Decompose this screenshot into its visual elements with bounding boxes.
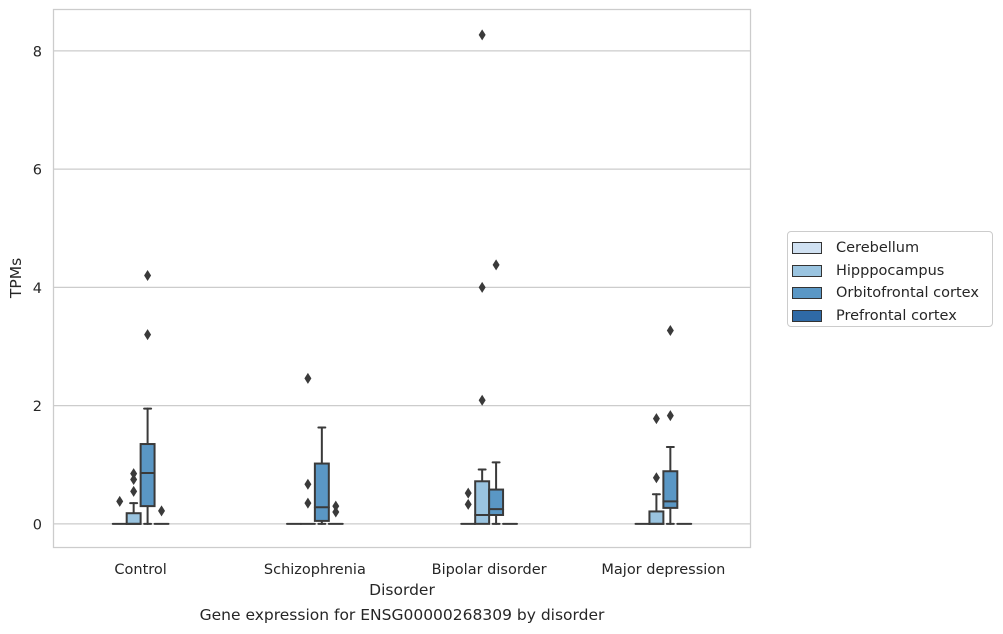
legend-item-prefrontal-cortex: Prefrontal cortex: [792, 305, 992, 328]
legend: Cerebellum Hipppocampus Orbitofrontal co…: [787, 231, 993, 327]
y-tick-label-8: 8: [33, 44, 42, 60]
legend-label-orbitofrontal-cortex: Orbitofrontal cortex: [836, 285, 979, 302]
box-hipppocampus-schizophrenia: [299, 372, 316, 525]
series-prefrontal-cortex: [153, 500, 693, 525]
x-tick-label-schizophrenia: Schizophrenia: [264, 562, 366, 578]
plot-frame: [52, 8, 752, 549]
legend-label-prefrontal-cortex: Prefrontal cortex: [836, 307, 957, 324]
box-cerebellum-bipolar-disorder: [460, 487, 477, 525]
series-cerebellum: [111, 487, 651, 525]
y-tick-label-2: 2: [33, 399, 42, 415]
box-prefrontal-cortex-control-outlier-0: [158, 505, 166, 517]
box-orbitofrontal-cortex-bipolar-disorder-outlier-0: [492, 259, 500, 271]
box-orbitofrontal-cortex-control-body: [139, 443, 156, 508]
x-tick-label-control: Control: [114, 562, 166, 578]
gridlines: [53, 50, 751, 525]
legend-label-cerebellum: Cerebellum: [836, 240, 920, 257]
box-prefrontal-cortex-schizophrenia-outlier-0: [332, 506, 340, 518]
box-hipppocampus-bipolar-disorder-outlier-1: [478, 281, 486, 293]
y-tick-label-0: 0: [33, 517, 42, 533]
chart-caption: Gene expression for ENSG00000268309 by d…: [199, 606, 605, 624]
box-hipppocampus-control-outlier-2: [130, 468, 138, 480]
box-hipppocampus-bipolar-disorder-outlier-0: [478, 394, 486, 406]
legend-item-hippocampus: Hipppocampus: [792, 260, 992, 283]
box-hipppocampus-bipolar-disorder-body: [474, 480, 491, 525]
box-hipppocampus-bipolar-disorder-outlier-2: [478, 29, 486, 41]
legend-item-orbitofrontal-cortex: Orbitofrontal cortex: [792, 282, 992, 305]
x-tick-label-major-depression: Major depression: [601, 562, 725, 578]
box-prefrontal-cortex-control: [153, 505, 170, 525]
box-orbitofrontal-cortex-bipolar-disorder: [488, 259, 505, 525]
box-hipppocampus-control-body: [125, 512, 142, 525]
box-orbitofrontal-cortex-control-outlier-1: [144, 270, 152, 282]
box-hipppocampus-control-outlier-0: [130, 485, 138, 497]
box-orbitofrontal-cortex-control: [139, 270, 156, 525]
legend-swatch-hippocampus: [792, 264, 822, 277]
box-hipppocampus-major-depression-body: [648, 510, 665, 525]
box-orbitofrontal-cortex-major-depression-outlier-1: [666, 325, 674, 337]
legend-item-cerebellum: Cerebellum: [792, 237, 992, 260]
box-hipppocampus-control: [125, 468, 142, 525]
box-cerebellum-bipolar-disorder-outlier-0: [464, 498, 472, 510]
y-tick-label-4: 4: [33, 281, 42, 297]
legend-label-hippocampus: Hipppocampus: [836, 262, 945, 279]
axis-ticks: 0 2 4 6 8 Control Schizophrenia Bipolar disorde…: [33, 44, 726, 578]
box-orbitofrontal-cortex-major-depression-outlier-0: [666, 410, 674, 422]
box-hipppocampus-major-depression-outlier-1: [652, 413, 660, 425]
box-orbitofrontal-cortex-control-outlier-0: [144, 329, 152, 341]
box-orbitofrontal-cortex-major-depression-body: [662, 470, 679, 509]
box-prefrontal-cortex-schizophrenia: [327, 500, 344, 525]
box-series: [111, 29, 693, 525]
legend-swatch-cerebellum: [792, 242, 822, 255]
box-cerebellum-control-outlier-0: [116, 495, 124, 507]
box-hipppocampus-control-outlier-1: [130, 474, 138, 486]
box-hipppocampus-schizophrenia-outlier-1: [304, 478, 312, 490]
box-orbitofrontal-cortex-major-depression: [662, 325, 679, 525]
box-hipppocampus-major-depression-outlier-0: [652, 472, 660, 484]
box-cerebellum-control: [111, 495, 128, 525]
y-tick-label-6: 6: [33, 163, 42, 179]
box-orbitofrontal-cortex-schizophrenia-body: [313, 462, 330, 522]
box-hipppocampus-major-depression: [648, 413, 665, 525]
box-orbitofrontal-cortex-schizophrenia: [313, 426, 330, 525]
legend-swatch-prefrontal-cortex: [792, 309, 822, 322]
box-hipppocampus-bipolar-disorder: [474, 29, 491, 525]
x-tick-label-bipolar-disorder: Bipolar disorder: [432, 562, 547, 578]
series-orbitofrontal-cortex: [139, 259, 679, 525]
series-hipppocampus: [125, 29, 665, 525]
box-hipppocampus-schizophrenia-outlier-2: [304, 372, 312, 384]
y-axis-label: TPMs: [7, 258, 25, 299]
legend-swatch-orbitofrontal-cortex: [792, 287, 822, 300]
box-cerebellum-bipolar-disorder-outlier-1: [464, 487, 472, 499]
box-hipppocampus-schizophrenia-outlier-0: [304, 497, 312, 509]
box-prefrontal-cortex-schizophrenia-outlier-1: [332, 500, 340, 512]
box-orbitofrontal-cortex-bipolar-disorder-body: [488, 488, 505, 516]
x-axis-label: Disorder: [369, 581, 435, 599]
